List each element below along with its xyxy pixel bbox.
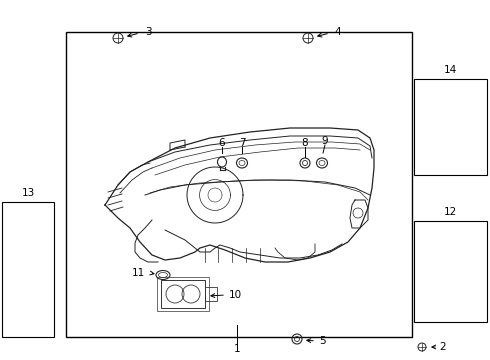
Text: 8: 8 [302, 138, 308, 148]
Text: 9: 9 [322, 136, 328, 146]
Bar [414, 221, 487, 322]
Bar [2, 202, 54, 337]
Text: 10: 10 [228, 290, 242, 300]
Text: 13: 13 [22, 188, 35, 198]
Text: 1: 1 [234, 344, 240, 354]
Text: 6: 6 [219, 138, 225, 148]
Bar [205, 287, 217, 301]
Text: 11: 11 [131, 268, 145, 278]
Text: 7: 7 [239, 138, 245, 148]
Bar [157, 277, 209, 311]
Text: 14: 14 [443, 65, 457, 75]
Text: 12: 12 [443, 207, 457, 217]
Text: 3: 3 [145, 27, 151, 37]
Bar [66, 32, 412, 337]
Text: 4: 4 [335, 27, 342, 37]
Bar [414, 79, 487, 175]
Text: 5: 5 [318, 336, 325, 346]
Bar [161, 280, 205, 308]
Text: 2: 2 [440, 342, 446, 352]
